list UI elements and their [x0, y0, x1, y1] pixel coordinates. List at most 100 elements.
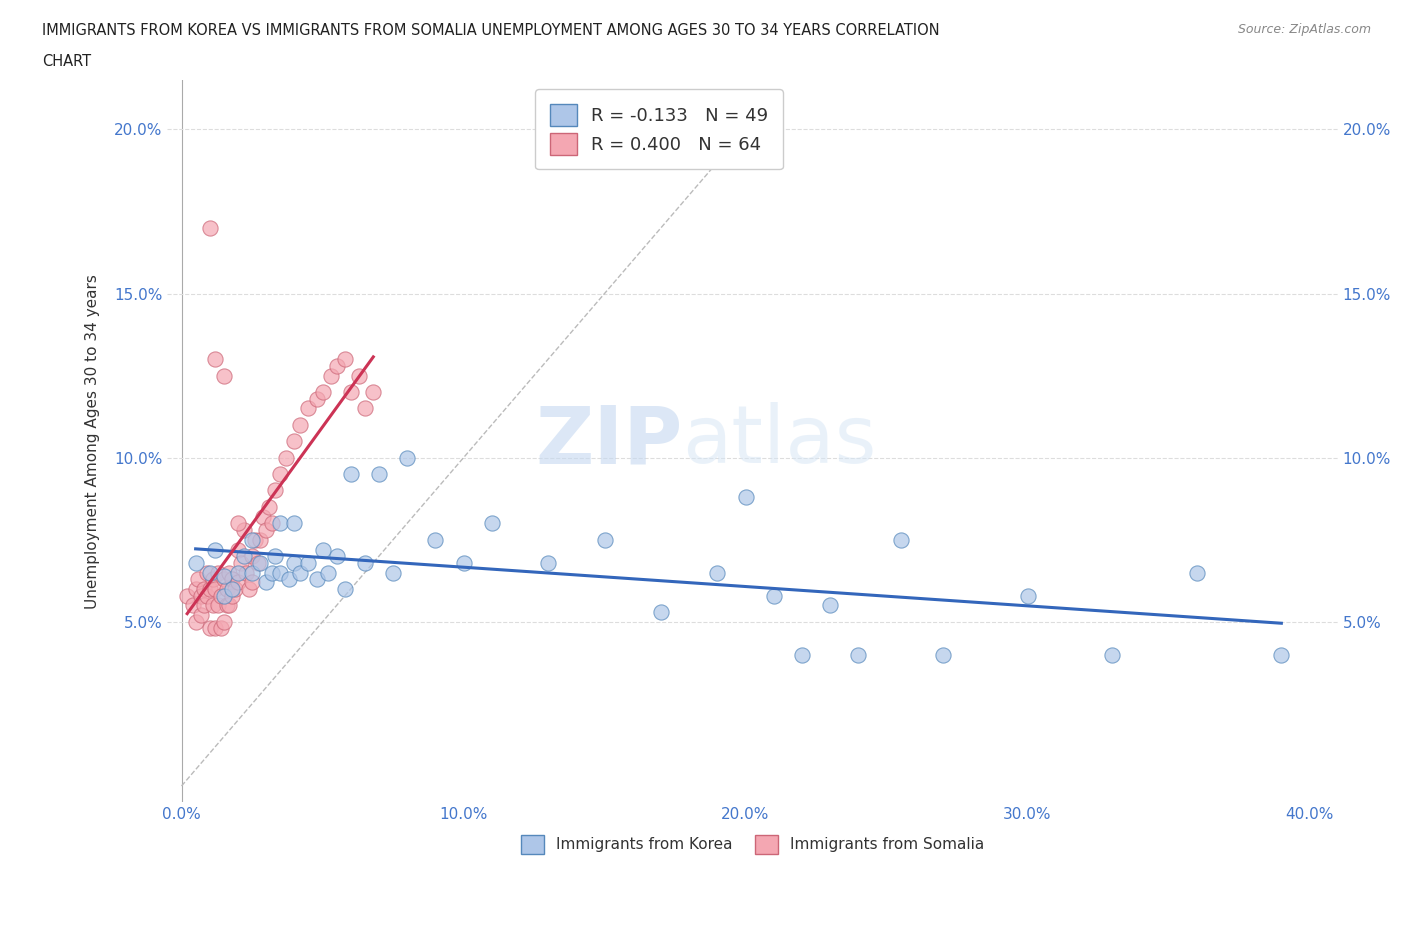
- Point: [311, 385, 333, 400]
- Point: [382, 565, 405, 580]
- Point: [204, 621, 226, 636]
- Point: [762, 588, 785, 603]
- Point: [846, 647, 869, 662]
- Point: [353, 555, 375, 570]
- Point: [252, 510, 274, 525]
- Point: [207, 598, 229, 613]
- Point: [368, 467, 391, 482]
- Point: [263, 549, 285, 564]
- Point: [232, 523, 254, 538]
- Point: [249, 555, 271, 570]
- Point: [319, 368, 342, 383]
- Point: [204, 581, 226, 596]
- Point: [198, 581, 221, 596]
- Point: [311, 542, 333, 557]
- Point: [190, 588, 212, 603]
- Point: [260, 565, 283, 580]
- Point: [198, 621, 221, 636]
- Point: [198, 220, 221, 235]
- Point: [453, 555, 475, 570]
- Point: [212, 368, 235, 383]
- Point: [221, 581, 243, 596]
- Point: [1270, 647, 1292, 662]
- Point: [537, 555, 560, 570]
- Point: [193, 581, 215, 596]
- Point: [221, 572, 243, 587]
- Point: [215, 598, 238, 613]
- Point: [283, 555, 305, 570]
- Point: [190, 608, 212, 623]
- Point: [269, 565, 291, 580]
- Point: [347, 368, 370, 383]
- Point: [1101, 647, 1123, 662]
- Point: [240, 565, 263, 580]
- Text: Source: ZipAtlas.com: Source: ZipAtlas.com: [1237, 23, 1371, 36]
- Point: [325, 549, 347, 564]
- Point: [277, 572, 299, 587]
- Point: [790, 647, 813, 662]
- Point: [232, 549, 254, 564]
- Point: [212, 588, 235, 603]
- Point: [218, 598, 240, 613]
- Point: [176, 588, 198, 603]
- Point: [593, 532, 616, 547]
- Legend: Immigrants from Korea, Immigrants from Somalia: Immigrants from Korea, Immigrants from S…: [515, 829, 991, 859]
- Point: [396, 450, 419, 465]
- Point: [246, 555, 269, 570]
- Point: [240, 549, 263, 564]
- Point: [218, 565, 240, 580]
- Point: [226, 542, 249, 557]
- Point: [325, 358, 347, 373]
- Point: [240, 575, 263, 590]
- Point: [212, 568, 235, 583]
- Point: [193, 598, 215, 613]
- Point: [226, 516, 249, 531]
- Text: atlas: atlas: [682, 403, 877, 480]
- Point: [283, 516, 305, 531]
- Point: [1185, 565, 1208, 580]
- Point: [339, 385, 361, 400]
- Text: CHART: CHART: [42, 54, 91, 69]
- Point: [274, 450, 297, 465]
- Point: [932, 647, 955, 662]
- Point: [209, 588, 232, 603]
- Text: ZIP: ZIP: [536, 403, 682, 480]
- Point: [890, 532, 912, 547]
- Point: [207, 565, 229, 580]
- Point: [706, 565, 728, 580]
- Point: [353, 401, 375, 416]
- Point: [184, 555, 207, 570]
- Point: [333, 352, 356, 366]
- Point: [184, 581, 207, 596]
- Point: [283, 433, 305, 448]
- Point: [316, 565, 339, 580]
- Point: [212, 572, 235, 587]
- Point: [195, 565, 218, 580]
- Point: [212, 615, 235, 630]
- Point: [229, 555, 252, 570]
- Point: [201, 572, 224, 587]
- Point: [333, 581, 356, 596]
- Point: [204, 542, 226, 557]
- Point: [195, 588, 218, 603]
- Point: [198, 565, 221, 580]
- Point: [235, 565, 257, 580]
- Point: [184, 615, 207, 630]
- Point: [181, 598, 204, 613]
- Point: [734, 489, 756, 504]
- Point: [249, 532, 271, 547]
- Point: [288, 418, 311, 432]
- Point: [240, 532, 263, 547]
- Y-axis label: Unemployment Among Ages 30 to 34 years: Unemployment Among Ages 30 to 34 years: [86, 273, 100, 608]
- Point: [226, 575, 249, 590]
- Point: [818, 598, 841, 613]
- Point: [254, 575, 277, 590]
- Point: [215, 581, 238, 596]
- Point: [425, 532, 447, 547]
- Point: [260, 516, 283, 531]
- Point: [254, 523, 277, 538]
- Point: [226, 565, 249, 580]
- Point: [209, 621, 232, 636]
- Point: [339, 467, 361, 482]
- Point: [288, 565, 311, 580]
